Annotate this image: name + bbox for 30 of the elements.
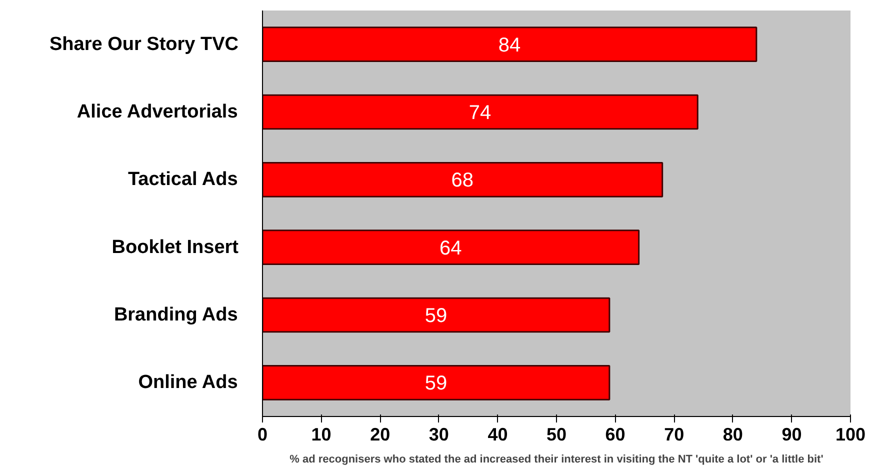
data-label: 64: [440, 237, 462, 260]
bar: [262, 162, 664, 198]
x-tick-label: 30: [428, 424, 449, 444]
y-tick-label: Online Ads: [138, 372, 238, 394]
bar: [262, 297, 610, 333]
x-axis-title: % ad recognisers who stated the ad increased their interest in visiting the NT 'quite a lot' or 'a little bit': [290, 454, 824, 466]
x-tick-label: 40: [488, 424, 508, 444]
y-tick-label: Branding Ads: [114, 304, 238, 326]
bar: [262, 230, 640, 265]
x-tick-label: 60: [605, 424, 626, 444]
y-tick-label: Alice Advertorials: [76, 102, 238, 122]
data-label: 84: [498, 34, 521, 56]
x-tick-label: 90: [782, 424, 802, 444]
bar: [262, 26, 758, 62]
bar: [262, 94, 698, 130]
x-tick-label: 0: [257, 424, 268, 444]
data-label: 74: [468, 102, 492, 124]
bar: [262, 365, 610, 400]
x-tick-label: 80: [722, 424, 743, 444]
x-tick-label: 50: [546, 424, 567, 444]
y-tick-label: Share Our Story TVC: [50, 34, 239, 55]
x-tick-label: 20: [370, 424, 390, 444]
y-tick-label: Tactical Ads: [128, 169, 238, 190]
data-label: 59: [424, 305, 448, 327]
data-label: 68: [451, 170, 474, 192]
x-tick-label: 70: [664, 424, 684, 444]
x-tick-label: 10: [311, 424, 332, 444]
x-tick-label: 100: [835, 424, 866, 444]
y-tick-label: Booklet Insert: [112, 236, 240, 258]
data-label: 59: [424, 372, 448, 395]
